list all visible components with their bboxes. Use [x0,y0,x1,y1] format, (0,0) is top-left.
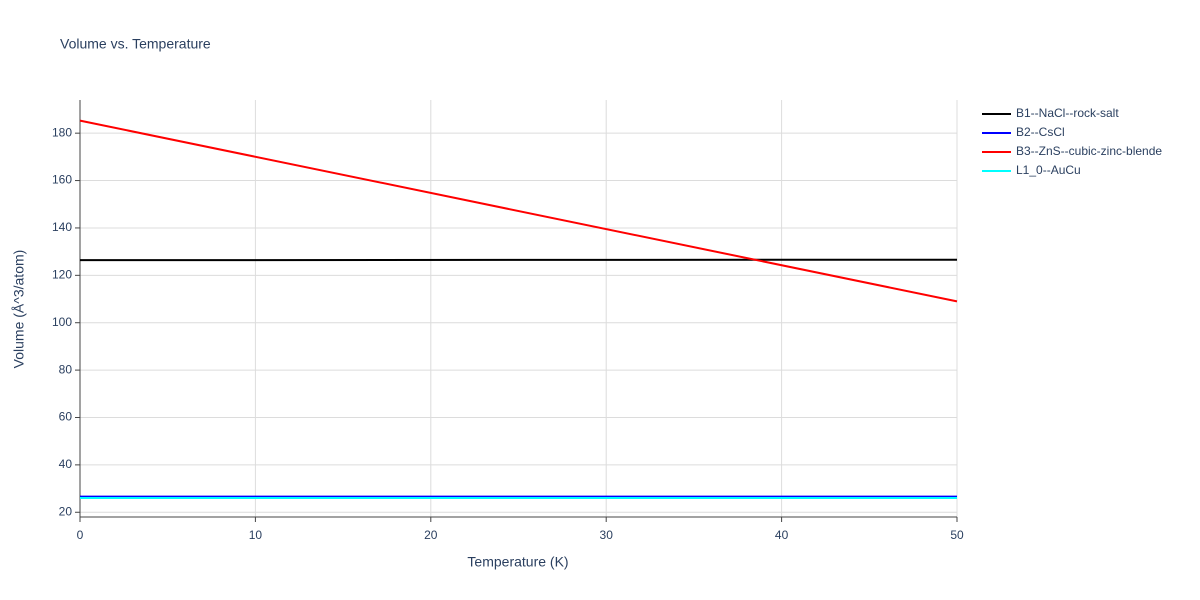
legend-label: B1--NaCl--rock-salt [1016,106,1119,120]
y-tick-label: 160 [52,173,72,187]
x-tick-label: 30 [600,528,614,542]
y-tick-label: 120 [52,268,72,282]
y-tick-label: 140 [52,220,72,234]
y-tick-label: 20 [59,504,73,518]
legend-label: B3--ZnS--cubic-zinc-blende [1016,144,1162,158]
x-tick-label: 0 [77,528,84,542]
y-tick-label: 40 [59,457,73,471]
x-tick-label: 20 [424,528,438,542]
x-axis-title: Temperature (K) [467,554,568,570]
x-tick-label: 10 [249,528,263,542]
legend-label: L1_0--AuCu [1016,163,1081,177]
series-line [79,119,958,303]
y-tick-label: 180 [52,125,72,139]
legend-item: B3--ZnS--cubic-zinc-blende [982,144,1162,158]
y-axis-title: Volume (Å^3/atom) [11,250,27,369]
chart-title: Volume vs. Temperature [60,36,211,52]
legend-item: L1_0--AuCu [982,163,1081,177]
legend-item: B1--NaCl--rock-salt [982,106,1119,120]
y-tick-label: 80 [59,362,73,376]
y-tick-label: 100 [52,315,72,329]
x-tick-label: 50 [950,528,964,542]
x-tick-label: 40 [775,528,789,542]
y-tick-label: 60 [59,410,73,424]
legend-label: B2--CsCl [1016,125,1065,139]
legend-item: B2--CsCl [982,125,1065,139]
